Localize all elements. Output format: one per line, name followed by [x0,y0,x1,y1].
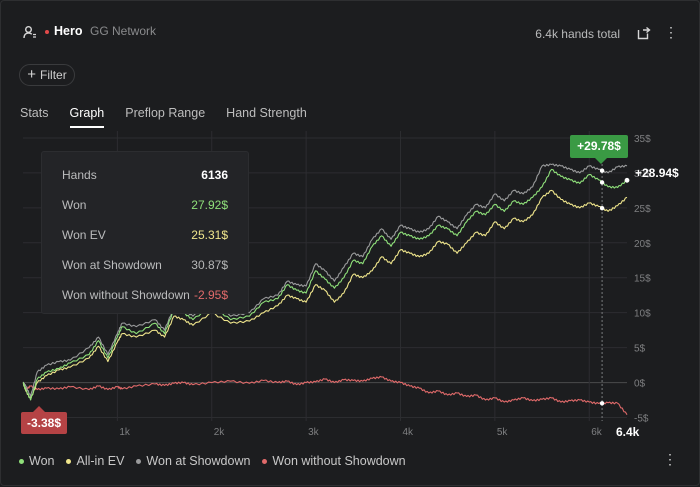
tooltip-value: 25.31$ [191,228,228,242]
legend-dot [19,458,24,464]
end-value-label: +28.94$ [635,166,679,180]
filter-button[interactable]: + Filter [19,64,75,86]
tooltip-value: -2.95$ [193,288,228,302]
series-line-all-in-ev [22,189,628,400]
tab-bar: Stats Graph Preflop Range Hand Strength [20,106,328,128]
status-dot [45,30,49,34]
hover-point [599,168,605,173]
tooltip-row-showdown: Won at Showdown 30.87$ [62,258,228,274]
hover-point [599,401,605,406]
x-end-label: 6.4k [616,425,640,439]
y-tick-label: 5$ [634,344,646,355]
min-no-showdown-badge: -3.38$ [21,406,67,434]
hover-point [599,206,605,211]
x-tick-label: 3k [308,427,320,438]
tab-graph[interactable]: Graph [69,106,104,128]
more-vertical-icon[interactable]: ⋮ [664,24,678,40]
tab-stats[interactable]: Stats [20,106,49,120]
x-tick-label: 2k [214,427,226,438]
legend-label: Won without Showdown [272,454,406,468]
tooltip-row-hands: Hands 6136 [62,168,228,184]
legend-dot [262,458,268,464]
legend-item-won[interactable]: Won [19,453,54,469]
y-tick-label: 10$ [634,309,651,320]
y-tick-label: -5$ [634,414,649,425]
tooltip-row-won: Won 27.92$ [62,198,228,214]
legend-label: Won [29,454,55,468]
legend-dot [136,458,142,464]
tooltip-label: Won EV [62,228,106,242]
header-bar: Hero GG Network 6.4k hands total ⋮ [1,15,700,49]
plus-icon: + [27,66,37,83]
tooltip-row-won-ev: Won EV 25.31$ [62,228,228,244]
end-point [624,177,630,183]
series-line-won-at-showdown [22,163,628,398]
tooltip-row-no-showdown: Won without Showdown -2.95$ [62,288,228,304]
legend-more-icon[interactable]: ⋮ [663,451,677,467]
player-name[interactable]: Hero [54,24,83,38]
x-tick-label: 4k [403,427,415,438]
tooltip-value: 27.92$ [191,198,228,212]
x-tick-label: 1k [119,427,131,438]
hover-tooltip: Hands 6136 Won 27.92$ Won EV 25.31$ Won … [41,151,249,314]
hover-point [599,180,605,185]
export-icon[interactable] [637,26,651,40]
tooltip-value: 30.87$ [191,258,228,272]
y-tick-label: 0$ [634,379,646,390]
tooltip-label: Hands [62,168,97,182]
x-tick-label: 5k [497,427,509,438]
filter-label: Filter [40,68,67,82]
chart-legend: Won All-in EV Won at Showdown Won withou… [19,453,418,469]
legend-item-allin-ev[interactable]: All-in EV [66,453,124,469]
series-line-won-without-showdown [22,375,628,415]
tab-preflop-range[interactable]: Preflop Range [125,106,206,120]
tooltip-value: 6136 [201,168,228,182]
series-line-won [22,168,628,401]
legend-label: Won at Showdown [146,454,251,468]
legend-item-showdown[interactable]: Won at Showdown [136,453,250,469]
y-tick-label: 35$ [634,134,651,145]
legend-dot [66,458,72,464]
y-tick-label: 20$ [634,239,651,250]
tab-hand-strength[interactable]: Hand Strength [226,106,307,120]
user-icon[interactable] [23,25,37,39]
legend-label: All-in EV [76,454,125,468]
max-won-badge: +29.78$ [570,135,628,164]
y-tick-label: 15$ [634,274,651,285]
tooltip-label: Won at Showdown [62,258,162,272]
y-tick-label: 30$ [634,169,651,180]
x-tick-label: 6k [591,427,603,438]
hands-total: 6.4k hands total [535,27,620,41]
legend-item-no-showdown[interactable]: Won without Showdown [262,453,406,469]
tooltip-label: Won without Showdown [62,288,190,302]
network-name: GG Network [90,24,157,38]
tooltip-label: Won [62,198,87,212]
y-tick-label: 25$ [634,204,651,215]
